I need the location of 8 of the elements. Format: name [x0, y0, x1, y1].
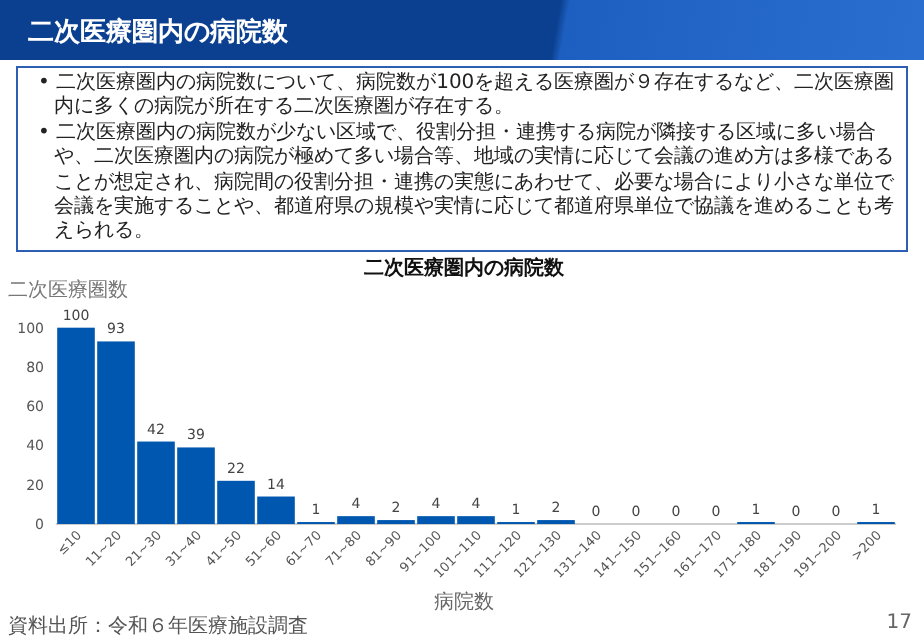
- text: 資料出所：令和６年医療施設調査: [8, 614, 308, 638]
- chart-title: 二次医療圏内の病院数: [364, 255, 566, 280]
- text: • 二次医療圏内の病院数について、病院数が100を超える医療圏が９存在するなど、二次医療圏内に多くの病院が所在する二次医療圏が存在する。: [38, 72, 897, 121]
- y-axis-title: 二次医療圏数: [8, 277, 128, 302]
- x-axis-title: 病院数: [434, 590, 494, 614]
- text: 17: [886, 612, 912, 634]
- text: 二次医療圏内の病院数: [28, 15, 288, 50]
- text: • 二次医療圏内の病院数が少ない区域で、役割分担・連携する病院が隣接する区域に多い場合や、二次医療圏内の病院が極めて多い場合等、地域の実情に応じて会議の進め方は多様であることが想定され、病院間の役割分担・連携の実態にあわせて、必要な場合により小さな単位で会議を実施することや、都道府県の規模や実情に応じて都道府県単位で協議を進めることも考えられる。: [38, 121, 896, 246]
